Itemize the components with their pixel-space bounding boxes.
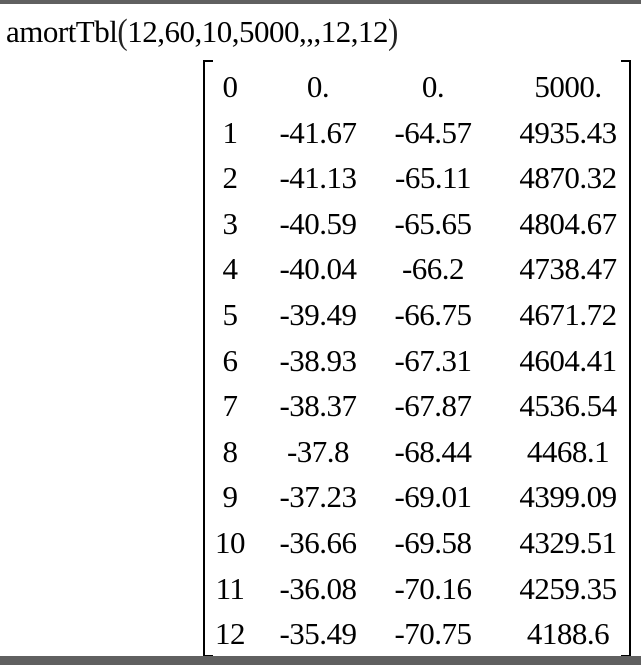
matrix-cell-r9-c1: -37.23 [279,479,357,515]
close-paren: ) [387,11,398,52]
matrix-cell-r3-c1: -40.59 [279,205,357,241]
matrix-cell-r4-c0: 4 [222,251,239,287]
calculator-entry[interactable]: amortTbl(12,60,10,5000,,,12,12) [6,11,398,52]
matrix-cell-r8-c3: 4468.1 [526,433,610,469]
entry-divider-bottom [0,656,641,665]
matrix-cell-r3-c0: 3 [222,205,239,241]
matrix-cell-r8-c2: -68.44 [394,433,472,469]
matrix-cell-r9-c3: 4399.09 [519,479,617,515]
result-matrix[interactable]: 0 0. 0. 5000. 1 -41.67 -64.57 4935.43 2 -41.13 -65… [203,60,631,657]
matrix-cell-r5-c1: -39.49 [279,297,357,332]
matrix-cell-r2-c0: 2 [222,160,239,196]
matrix-cell-r12-c2: -70.75 [394,616,472,652]
matrix-cell-r5-c3: 4671.72 [519,297,617,332]
matrix-cell-r4-c1: -40.04 [279,251,357,287]
matrix-cell-r5-c0: 5 [222,297,239,332]
open-paren: ( [117,11,128,52]
matrix-cell-r1-c0: 1 [222,114,239,150]
matrix-cell-r4-c2: -66.2 [401,251,465,287]
matrix-cell-r9-c2: -69.01 [394,479,472,515]
matrix-cell-r4-c3: 4738.47 [519,251,617,287]
matrix-cell-r2-c1: -41.13 [279,160,357,196]
entry-divider-top [0,0,641,4]
matrix-cell-r2-c3: 4870.32 [519,160,617,196]
matrix-cell-r11-c3: 4259.35 [519,570,617,606]
matrix-cell-r0-c1: 0. [306,69,330,104]
matrix-cell-r0-c0: 0 [222,69,239,104]
matrix-cell-r2-c2: -65.11 [395,160,471,196]
matrix-cell-r3-c2: -65.65 [394,205,472,241]
matrix-cell-r7-c0: 7 [222,388,239,424]
matrix-cell-r12-c3: 4188.6 [526,616,610,652]
matrix-cell-r0-c2: 0. [421,69,445,104]
function-name: amortTbl [6,14,118,49]
matrix-cell-r11-c2: -70.16 [394,570,472,606]
matrix-cell-r10-c3: 4329.51 [519,525,617,560]
matrix-cell-r7-c1: -38.37 [279,388,357,424]
matrix-cell-r11-c1: -36.08 [279,570,357,606]
matrix-cell-r7-c2: -67.87 [394,388,472,424]
matrix-cell-r9-c0: 9 [222,479,239,515]
matrix-cell-r8-c1: -37.8 [286,433,350,469]
function-arguments: 12,60,10,5000,,,12,12 [127,14,388,49]
matrix-cell-r8-c0: 8 [222,433,239,469]
matrix-cell-r12-c0: 12 [215,616,246,652]
matrix-cell-r1-c1: -41.67 [279,114,357,150]
matrix-cell-r11-c0: 11 [215,570,245,606]
matrix-cell-r6-c2: -67.31 [394,342,472,378]
matrix-cell-r6-c0: 6 [222,342,239,378]
matrix-cell-r3-c3: 4804.67 [519,205,617,241]
matrix-cell-r0-c3: 5000. [534,69,602,104]
matrix-cell-r5-c2: -66.75 [394,297,472,332]
matrix-cell-r12-c1: -35.49 [279,616,357,652]
matrix-cell-r1-c3: 4935.43 [519,114,617,150]
matrix-right-bracket [621,60,631,657]
matrix-cell-r6-c3: 4604.41 [519,342,617,378]
matrix-cell-r7-c3: 4536.54 [519,388,617,424]
matrix-cell-r10-c2: -69.58 [394,525,472,560]
matrix-cell-r1-c2: -64.57 [394,114,472,150]
matrix-left-bracket [203,60,213,657]
matrix-cell-r6-c1: -38.93 [279,342,357,378]
matrix-cell-r10-c0: 10 [215,525,246,560]
matrix-cell-r10-c1: -36.66 [279,525,357,560]
